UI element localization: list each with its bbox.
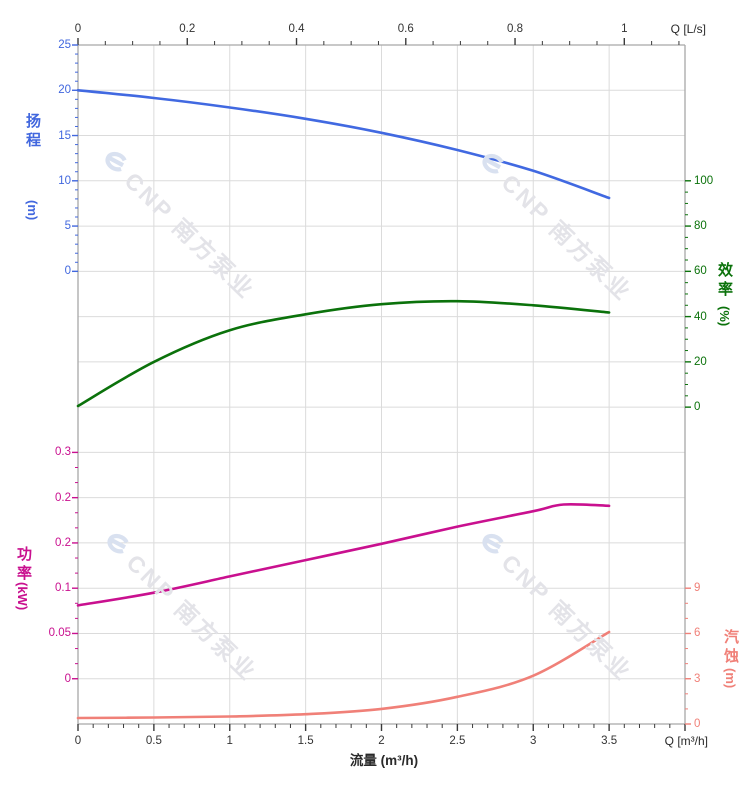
power-tick-label: 0.2 [55,536,71,549]
efficiency-tick-label: 100 [694,174,714,187]
efficiency-tick-label: 60 [694,265,707,278]
efficiency-axis-title: 效率 [716,262,733,300]
top-axis-tick-label: 0 [74,23,82,35]
curve-head [76,89,611,200]
power-tick-label: 0.1 [55,582,71,595]
head-tick-label: 20 [58,84,71,97]
power-tick-label: 0.05 [48,627,71,640]
bottom-axis-tick-label: 0.5 [145,735,162,747]
head-tick-label: 5 [64,220,71,233]
bottom-axis-tick-label: 3 [530,735,537,747]
efficiency-axis-unit: (%) [717,306,732,327]
curve-efficiency [76,299,611,408]
head-tick-label: 25 [58,39,71,51]
bottom-axis-tick-label: 2 [378,735,385,747]
top-axis-tick-label: 0.8 [507,23,524,35]
power-axis-title: 功率 [15,546,32,584]
bottom-axis-tick-label: 3.5 [601,735,618,747]
bottom-axis-tick-label: 0 [74,735,82,747]
x-axis-title: 流量 (m³/h) [349,753,419,768]
curve-power [76,502,611,607]
efficiency-tick-label: 40 [694,310,707,323]
npsh-axis-unit: (m) [723,668,738,689]
curve-npsh [76,630,611,720]
head-axis-title: 扬程 [24,113,41,151]
power-axis-unit: (kW) [15,582,30,611]
top-axis-tick-label: 0.4 [288,23,305,35]
bottom-axis-tick-label: 1.5 [297,735,314,747]
bottom-axis-tick-label: 2.5 [449,735,466,747]
power-tick-label: 0 [64,672,71,685]
head-tick-label: 15 [58,129,71,142]
top-axis-tick-label: 0.2 [179,23,196,35]
npsh-axis-title: 汽蚀 [722,629,739,667]
bottom-axis-tick-label: 1 [226,735,233,747]
npsh-tick-label: 6 [694,627,701,640]
head-tick-label: 10 [58,174,71,187]
top-axis-tick-label: 1 [621,23,628,35]
power-tick-label: 0.3 [55,446,71,459]
npsh-tick-label: 0 [694,718,701,730]
head-tick-label: 0 [64,265,71,278]
top-axis-tick-label: 0.6 [397,23,414,35]
npsh-tick-label: 9 [694,582,701,595]
top-axis-unit-label: Q [L/s] [670,22,706,36]
efficiency-tick-label: 80 [694,220,707,233]
head-axis-unit: (m) [25,200,40,221]
power-tick-label: 0.2 [55,491,71,504]
efficiency-tick-label: 20 [694,355,707,368]
efficiency-tick-label: 0 [694,401,701,414]
bottom-axis-unit-label: Q [m³/h] [664,734,708,748]
npsh-tick-label: 3 [694,672,701,685]
